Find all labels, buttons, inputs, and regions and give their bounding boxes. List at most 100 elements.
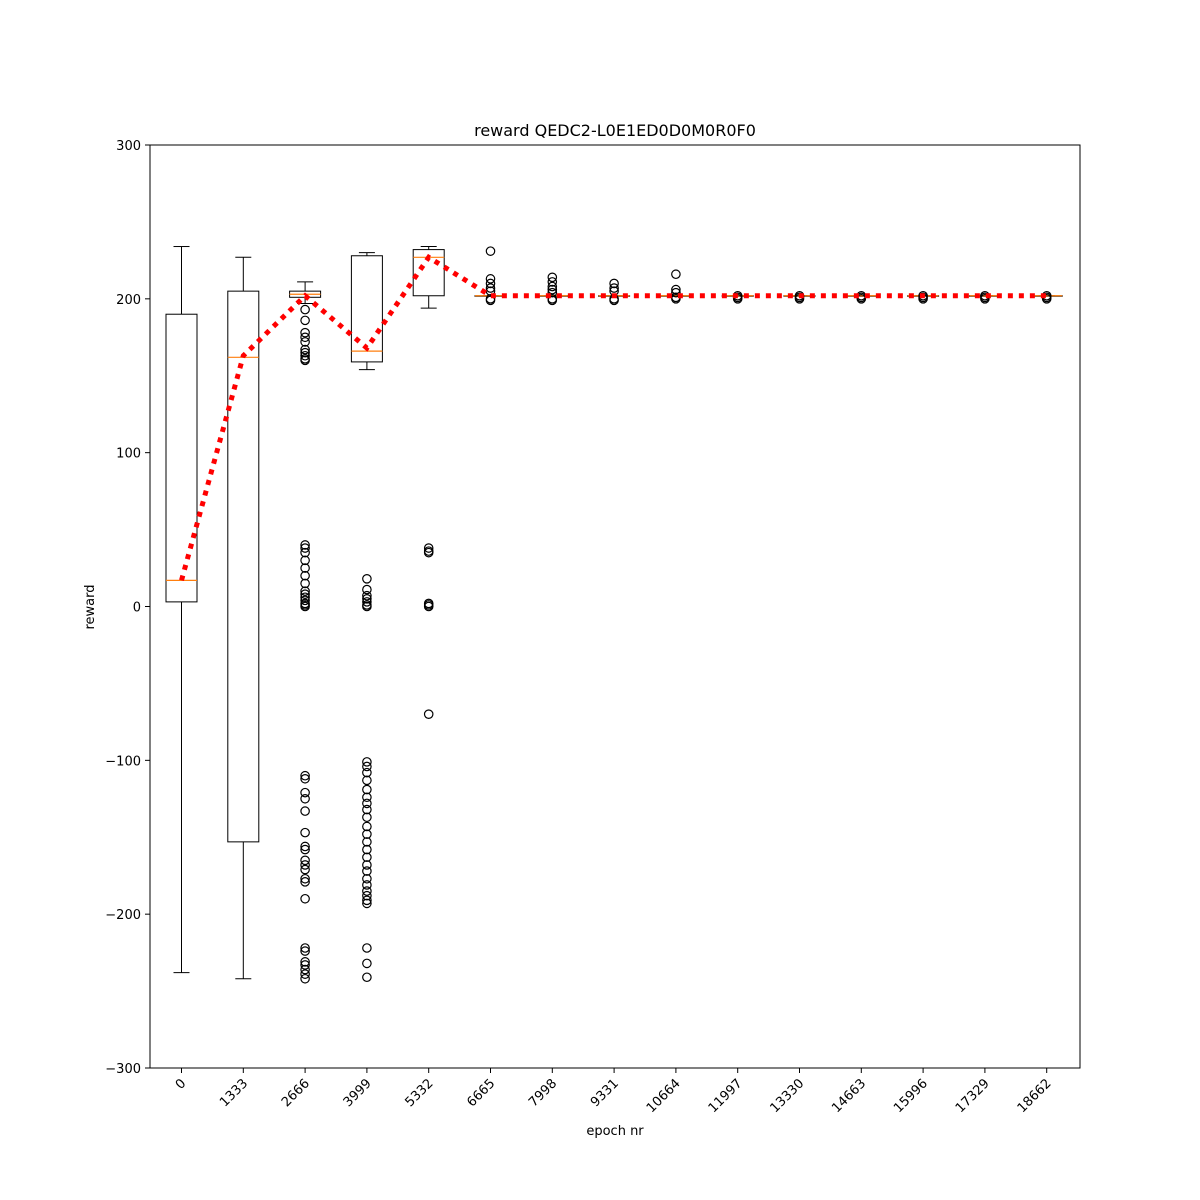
flier-point <box>300 543 310 553</box>
flier-point <box>362 792 372 803</box>
box-body <box>412 249 445 297</box>
flier-point <box>300 770 310 781</box>
flier-point <box>980 294 990 304</box>
flier-point <box>300 578 310 589</box>
flier-point <box>300 589 310 599</box>
box-body <box>350 255 383 363</box>
flier-point <box>300 555 310 566</box>
flier-point <box>362 804 372 815</box>
flier-point <box>300 773 310 784</box>
flier-point <box>362 837 372 847</box>
y-tick-label: 200 <box>116 293 141 308</box>
flier-point <box>362 873 372 884</box>
flier-point <box>300 806 310 816</box>
flier-point <box>300 946 310 956</box>
flier-point <box>300 960 310 970</box>
box-body <box>227 290 260 843</box>
box-series <box>165 246 1063 984</box>
flier-point <box>362 590 372 601</box>
box-group <box>165 246 198 974</box>
flier-point <box>362 594 372 604</box>
flier-point <box>423 547 434 558</box>
y-axis-label: reward <box>83 584 98 629</box>
flier-point <box>362 886 372 896</box>
flier-point <box>300 563 310 573</box>
flier-point <box>1041 294 1052 304</box>
flier-point <box>362 898 372 909</box>
flier-point <box>362 601 372 612</box>
x-axis-label: epoch nr <box>586 1124 644 1139</box>
flier-point <box>300 827 310 838</box>
flier-point <box>300 570 310 581</box>
flier-point <box>300 304 310 315</box>
flier-point <box>300 592 310 603</box>
flier-point <box>362 844 372 855</box>
flier-point <box>300 315 310 326</box>
flier-point <box>362 574 372 584</box>
flier-point <box>362 767 372 778</box>
flier-point <box>362 757 372 767</box>
flier-point <box>300 601 310 612</box>
flier-point <box>362 895 372 906</box>
plot-frame <box>149 144 1081 1069</box>
flier-point <box>362 972 372 983</box>
chart-title: reward QEDC2-L0E1ED0D0M0R0F0 <box>474 121 756 140</box>
flier-point <box>609 283 619 293</box>
flier-point <box>362 784 372 795</box>
flier-point <box>423 601 434 612</box>
flier-point <box>423 543 434 553</box>
flier-point <box>362 890 372 901</box>
flier-point <box>362 821 372 832</box>
box-body <box>165 313 198 603</box>
flier-point <box>300 841 310 852</box>
flier-point <box>362 866 372 876</box>
y-tick-label: 0 <box>133 601 141 616</box>
flier-point <box>485 274 496 284</box>
flier-point <box>609 278 619 289</box>
flier-point <box>362 860 372 870</box>
flier-point <box>300 337 310 347</box>
flier-point <box>362 798 372 809</box>
flier-point <box>362 812 372 823</box>
flier-point <box>362 775 372 786</box>
y-tick-label: 300 <box>116 139 141 154</box>
flier-point <box>362 943 372 953</box>
y-axis-ticks: −300 −200 −100 0 100 200 300 <box>105 139 150 1077</box>
flier-point <box>362 880 372 890</box>
flier-point <box>547 272 558 283</box>
flier-point <box>547 277 558 287</box>
flier-point <box>300 860 310 870</box>
flier-point <box>362 958 372 969</box>
flier-point <box>547 281 558 292</box>
flier-point <box>300 969 310 979</box>
flier-point <box>300 957 310 967</box>
mean-line <box>179 253 1047 582</box>
flier-point <box>300 347 310 358</box>
flier-point <box>300 877 310 887</box>
flier-point <box>300 973 310 984</box>
flier-point <box>485 246 496 256</box>
flier-point <box>300 943 310 953</box>
flier-point <box>300 344 310 355</box>
flier-point <box>300 586 310 596</box>
flier-point <box>485 283 496 293</box>
flier-point <box>300 844 310 855</box>
flier-point <box>362 597 372 607</box>
box-group <box>412 246 445 719</box>
box-group <box>350 252 383 983</box>
flier-point <box>300 547 310 558</box>
flier-point <box>856 294 867 304</box>
flier-point <box>300 350 310 361</box>
flier-point <box>671 269 681 280</box>
flier-point <box>300 964 310 975</box>
flier-point <box>300 787 310 798</box>
flier-point <box>362 852 372 863</box>
flier-point <box>300 327 310 338</box>
flier-point <box>671 294 681 304</box>
flier-point <box>547 284 558 295</box>
flier-point <box>362 584 372 595</box>
flier-point <box>547 287 558 298</box>
flier-point <box>300 893 310 904</box>
box-group <box>227 256 260 980</box>
